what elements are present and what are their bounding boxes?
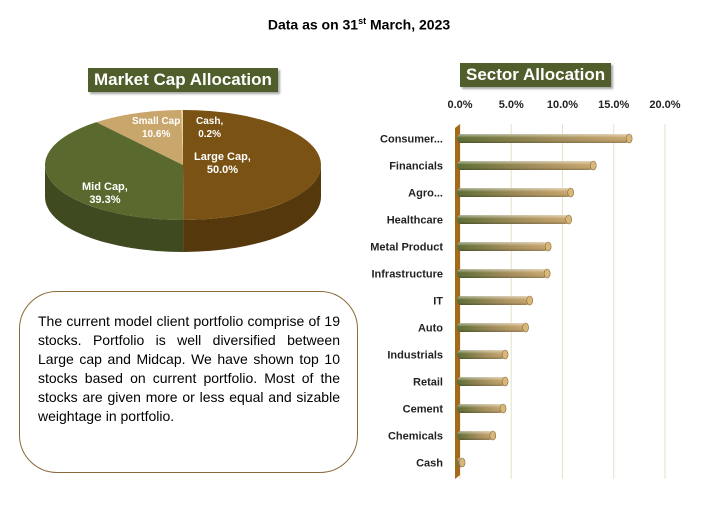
bar-cap-3 [565, 214, 572, 225]
bar-cap-0 [625, 133, 633, 144]
x-tick-label: 5.0% [499, 99, 524, 111]
market-cap-pie: Large Cap, 50.0% Mid Cap, 39.3% Small Ca… [40, 105, 330, 265]
sector-allocation-title: Sector Allocation [460, 63, 612, 87]
y-tick-label: Healthcare [387, 215, 443, 227]
bar-cap-11 [489, 430, 497, 441]
pie-side-1-0 [45, 165, 184, 253]
pie-label-mid-cap: Mid Cap, 39.3% [82, 181, 128, 206]
bar-cap-1 [589, 160, 597, 171]
pie-label-mid-cap-name: Mid Cap [82, 181, 125, 193]
bar-cap-7 [522, 322, 529, 333]
pie-label-large-cap-value: 50.0% [206, 164, 239, 176]
bar-cap-2 [567, 187, 574, 198]
y-tick-label: Infrastructure [371, 269, 443, 281]
pie-label-small-cap-name: Small Cap [132, 116, 181, 127]
x-tick-label: 0.0% [447, 99, 472, 111]
y-tick-label: IT [433, 296, 443, 308]
pie-slice-large-cap [183, 110, 321, 220]
bar-cap-5 [543, 268, 551, 279]
y-tick-label: Cash [416, 458, 443, 470]
bar-shine-0 [457, 134, 630, 143]
bar-shine-4 [457, 242, 549, 251]
bar-shine-1 [457, 161, 594, 170]
bar-shine-10 [457, 404, 504, 413]
sector-allocation-chart-svg: 0.0% 5.0% 10.0% 15.0% 20.0% Consumer... Financ… [370, 99, 681, 479]
pie-label-large-cap: Large Cap, 50.0% [194, 151, 251, 176]
header-prefix: Data as on 31 [267, 16, 359, 33]
x-tick-label: 10.0% [547, 99, 578, 111]
y-tick-label: Chemicals [388, 431, 443, 443]
pie-side-0-0 [183, 165, 321, 252]
x-tick-label: 20.0% [649, 99, 680, 111]
bar-cap-6 [526, 295, 533, 306]
sector-allocation-chart: 0.0% 5.0% 10.0% 15.0% 20.0% Consumer... Financ… [350, 90, 690, 490]
bar-shine-7 [457, 323, 526, 332]
pie-label-cash-value: 0.2% [198, 129, 222, 140]
bar-cap-4 [544, 241, 552, 252]
header-sup: st [358, 16, 367, 26]
market-cap-pie-svg [45, 110, 321, 253]
bar-shine-5 [457, 269, 548, 278]
pie-label-large-cap-name: Large Cap [194, 151, 248, 163]
bar-shine-9 [457, 377, 506, 386]
bar-cap-8 [501, 349, 509, 360]
bar-shine-2 [457, 188, 571, 197]
pie-label-small-cap-value: 10.6% [142, 129, 171, 140]
y-tick-label: Metal Product [370, 242, 443, 254]
bar-cap-12 [458, 457, 466, 468]
bar-cap-10 [499, 403, 507, 414]
market-cap-title: Market Cap Allocation [88, 68, 278, 92]
y-tick-label: Consumer... [380, 134, 443, 146]
pie-slice-cash [181, 110, 183, 165]
portfolio-note-text: The current model client portfolio compr… [38, 313, 340, 424]
bar-shine-6 [457, 296, 530, 305]
bar-shine-8 [457, 350, 506, 359]
pie-label-small-cap: Small Cap 10.6% [132, 115, 180, 141]
pie-label-cash-name: Cash [196, 116, 221, 127]
bar-shine-3 [457, 215, 569, 224]
pie-label-cash: Cash, 0.2% [196, 116, 224, 140]
report-date-header: Data as on 31st March, 2023 [0, 16, 718, 33]
bar-shine-11 [457, 431, 493, 440]
y-tick-label: Industrials [387, 350, 443, 362]
pie-slice-mid-cap [45, 122, 184, 220]
bar-cap-9 [501, 376, 509, 387]
portfolio-note: The current model client portfolio compr… [19, 291, 358, 473]
y-tick-label: Retail [413, 377, 443, 389]
y-tick-label: Auto [418, 323, 443, 335]
y-tick-label: Financials [389, 161, 443, 173]
header-suffix: March, 2023 [366, 16, 451, 33]
y-tick-label: Cement [403, 404, 444, 416]
y-tick-label: Agro... [408, 188, 443, 200]
pie-label-mid-cap-value: 39.3% [89, 194, 121, 206]
x-tick-label: 15.0% [598, 99, 629, 111]
pie-slice-small-cap [96, 110, 183, 165]
